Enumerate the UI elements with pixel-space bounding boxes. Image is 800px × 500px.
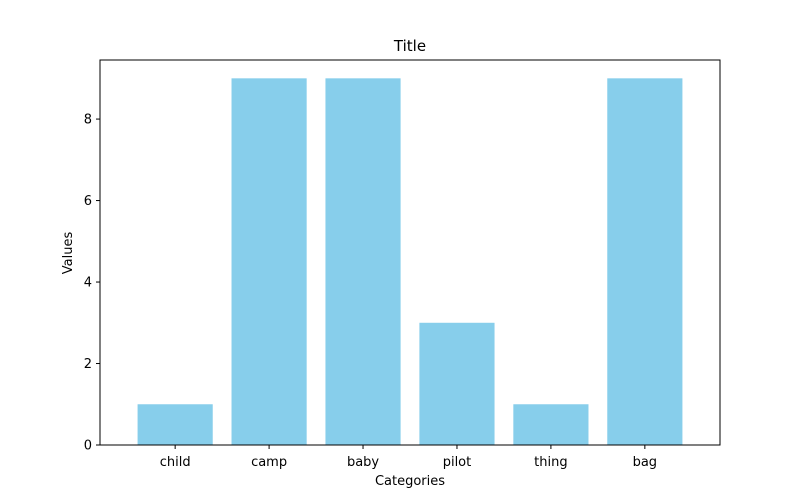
x-tick-label: camp: [251, 455, 287, 470]
bar-pilot: [419, 322, 495, 445]
x-tick-label: bag: [633, 455, 657, 470]
x-tick-label: baby: [347, 455, 379, 470]
x-tick-label: thing: [534, 455, 567, 470]
y-tick-label: 0: [84, 439, 92, 454]
bar-bag: [607, 78, 683, 445]
bar-baby: [325, 78, 401, 445]
bar-child: [137, 404, 213, 445]
axes-group: child camp baby pilot thing bag 0 2 4 6 8: [84, 59, 721, 470]
x-axis-label: Categories: [375, 474, 445, 489]
y-tick-label: 4: [84, 276, 92, 291]
plot-frame: [99, 59, 721, 446]
y-tick-label: 8: [84, 113, 92, 128]
x-tick-label: pilot: [443, 455, 472, 470]
x-tick-label: child: [160, 455, 191, 470]
bars-group: [137, 78, 683, 445]
y-tick-label: 2: [84, 357, 92, 372]
y-axis-label: Values: [61, 232, 76, 275]
bar-camp: [231, 78, 307, 445]
y-tick-label: 6: [84, 194, 92, 209]
bar-thing: [513, 404, 589, 445]
chart-title: Title: [393, 37, 426, 55]
